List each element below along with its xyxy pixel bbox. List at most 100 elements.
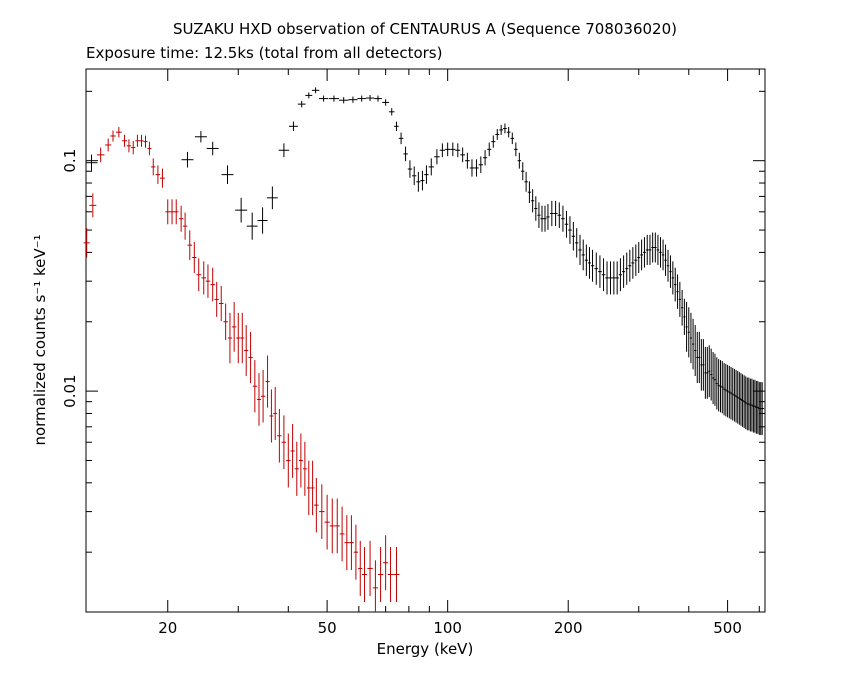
- data-point: [615, 261, 619, 295]
- data-point: [499, 124, 504, 135]
- data-point: [187, 230, 193, 260]
- plot-frame: [85, 68, 766, 613]
- data-point: [269, 389, 274, 443]
- data-point: [115, 126, 122, 138]
- data-point: [450, 142, 456, 157]
- data-point: [517, 152, 522, 169]
- data-point: [625, 252, 629, 285]
- data-point: [143, 135, 148, 148]
- data-point: [601, 258, 606, 292]
- data-point: [760, 382, 765, 436]
- data-point: [478, 156, 483, 174]
- data-point: [181, 151, 194, 168]
- x-axis-label: Energy (keV): [377, 640, 474, 658]
- data-point: [89, 193, 97, 218]
- data-point: [731, 367, 734, 421]
- x-tick-label: 100: [433, 619, 462, 637]
- data-point: [738, 372, 741, 425]
- data-point: [387, 546, 394, 603]
- data-point: [256, 373, 262, 426]
- data-point: [540, 205, 544, 232]
- data-point: [223, 303, 228, 341]
- data-point: [521, 162, 525, 181]
- data-point: [165, 199, 171, 225]
- data-point: [338, 97, 349, 104]
- data-point: [712, 351, 715, 405]
- data-point: [710, 348, 713, 401]
- data-point: [248, 331, 253, 384]
- data-point: [159, 168, 165, 188]
- x-tick-label: 500: [713, 619, 742, 637]
- data-point: [692, 318, 695, 370]
- data-point: [319, 95, 329, 102]
- data-point: [278, 143, 290, 158]
- data-point: [434, 149, 440, 165]
- data-point: [194, 131, 207, 143]
- data-point: [196, 258, 202, 292]
- data-point: [221, 165, 234, 184]
- x-tick-label: 20: [158, 619, 177, 637]
- data-point: [398, 132, 404, 145]
- data-point: [598, 255, 602, 288]
- data-point: [680, 289, 684, 326]
- data-point: [728, 365, 731, 419]
- data-point: [147, 141, 152, 156]
- data-point: [288, 121, 298, 132]
- data-point: [298, 433, 303, 488]
- data-point: [394, 121, 399, 132]
- data-point: [534, 196, 538, 221]
- data-point: [281, 415, 287, 470]
- data-point: [135, 134, 140, 147]
- series-red: [83, 126, 400, 612]
- data-point: [612, 261, 616, 295]
- data-point: [252, 360, 257, 413]
- data-point: [739, 373, 742, 426]
- data-point: [674, 267, 677, 302]
- data-point: [273, 386, 278, 440]
- data-point: [420, 170, 425, 191]
- data-point: [290, 424, 295, 478]
- data-point: [424, 165, 429, 184]
- data-point: [428, 158, 434, 176]
- data-point: [306, 460, 311, 516]
- data-point: [503, 123, 507, 134]
- data-point: [685, 302, 688, 352]
- data-point: [362, 546, 367, 603]
- data-point: [474, 159, 479, 177]
- data-point: [640, 239, 644, 271]
- data-point: [756, 380, 759, 434]
- data-point: [297, 100, 306, 108]
- data-point: [698, 331, 701, 384]
- data-point: [260, 369, 266, 423]
- data-point: [235, 197, 248, 223]
- data-point: [339, 506, 345, 562]
- data-point: [531, 189, 535, 213]
- data-point: [724, 363, 727, 417]
- data-point: [491, 135, 496, 148]
- data-point: [537, 202, 541, 228]
- data-point: [294, 441, 299, 496]
- data-point: [393, 546, 400, 603]
- data-point: [310, 460, 315, 516]
- data-point: [618, 258, 623, 292]
- data-point: [730, 366, 733, 420]
- data-point: [344, 515, 350, 571]
- data-point: [412, 166, 417, 186]
- data-point: [669, 255, 672, 288]
- data-point: [305, 92, 313, 99]
- data-point: [482, 150, 488, 166]
- data-point: [319, 484, 325, 539]
- data-point: [524, 171, 528, 192]
- data-point: [455, 143, 461, 158]
- data-point: [661, 239, 665, 271]
- data-point: [514, 142, 518, 157]
- data-point: [575, 228, 579, 258]
- data-point: [236, 312, 241, 364]
- data-point: [744, 376, 747, 430]
- data-point: [126, 139, 132, 153]
- data-point: [608, 261, 613, 295]
- data-point: [594, 252, 599, 285]
- data-point: [637, 241, 641, 274]
- data-point: [666, 249, 670, 282]
- data-point: [357, 95, 366, 102]
